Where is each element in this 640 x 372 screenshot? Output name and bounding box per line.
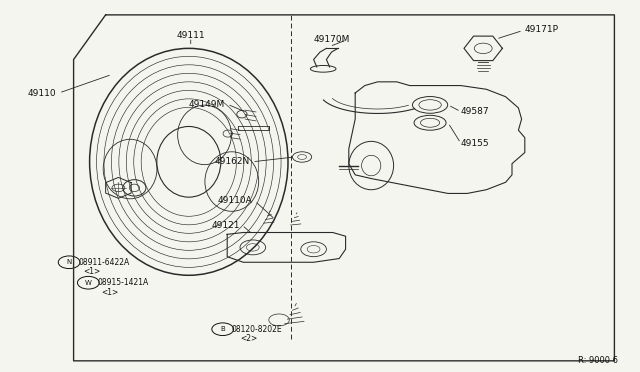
Text: <2>: <2>: [240, 334, 257, 343]
Text: 49121: 49121: [211, 221, 240, 230]
Text: 49149M: 49149M: [189, 100, 225, 109]
Text: N: N: [67, 259, 72, 265]
Text: B: B: [220, 326, 225, 332]
Text: 08911-6422A: 08911-6422A: [78, 258, 129, 267]
Text: 49171P: 49171P: [525, 25, 559, 34]
Text: 49170M: 49170M: [314, 35, 350, 44]
Text: 49587: 49587: [461, 107, 490, 116]
Text: R: 9000 6: R: 9000 6: [578, 356, 618, 365]
Text: 49110: 49110: [28, 89, 56, 97]
Text: 49110A: 49110A: [218, 196, 253, 205]
Text: 49162N: 49162N: [214, 157, 250, 166]
Text: 49155: 49155: [461, 139, 490, 148]
Text: 08120-8202E: 08120-8202E: [232, 325, 282, 334]
Text: W: W: [85, 280, 92, 286]
Text: 49111: 49111: [177, 31, 205, 40]
Text: <1>: <1>: [101, 288, 118, 296]
Text: 08915-1421A: 08915-1421A: [97, 278, 148, 287]
Text: <1>: <1>: [83, 267, 100, 276]
